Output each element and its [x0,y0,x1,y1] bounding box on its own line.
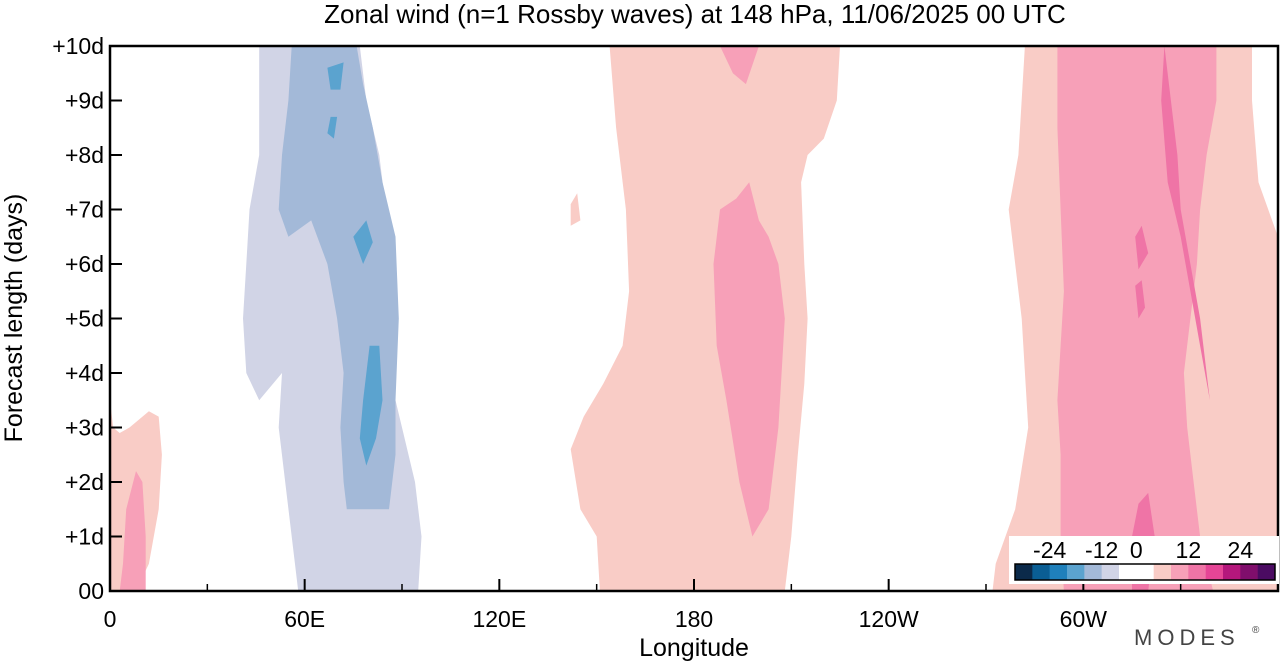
y-tick-label: +8d [65,142,104,168]
colorbar-swatch [1032,564,1050,580]
colorbar-swatch [1223,564,1241,580]
brand-name: MODES [1134,625,1240,650]
colorbar-swatch [1136,564,1154,580]
y-tick-label: +3d [65,415,104,441]
y-tick-label: +4d [65,360,104,386]
y-tick-label: +9d [65,88,104,114]
x-axis-label: Longitude [639,634,749,662]
chart-title: Zonal wind (n=1 Rossby waves) at 148 hPa… [324,0,1066,29]
y-tick-label: +5d [65,306,104,332]
y-tick-label: +6d [65,251,104,277]
colorbar-swatch [1240,564,1258,580]
colorbar-swatch [1119,564,1137,580]
contour-region-westerly-1-3 [720,46,759,85]
y-axis-label: Forecast length (days) [0,194,28,443]
y-tick-label: +1d [65,524,104,550]
x-tick-label: 120E [472,606,526,632]
y-tick-label: +7d [65,197,104,223]
colorbar-label: -24 [1033,537,1066,563]
x-tick-label: 60W [1060,606,1108,632]
y-tick-label: +10d [52,33,104,59]
colorbar-frame [1014,563,1276,581]
contour-region-westerly-1-2 [713,182,785,537]
x-axis-ticks: 0 60E 120E 180 120W 60W [104,579,1182,632]
colorbar: -24 -12 0 12 24 [1009,536,1279,584]
y-axis-ticks: 00 +1d +2d +3d +4d +5d +6d +7d +8d +9d +10d [52,33,122,604]
colorbar-label: -12 [1085,537,1118,563]
colorbar-swatch [1188,564,1206,580]
colorbar-swatch [1015,564,1033,580]
contour-region-westerly-1-1 [570,193,581,226]
colorbar-swatch [1084,564,1102,580]
colorbar-label: 0 [1130,537,1143,563]
colorbar-swatch [1153,564,1172,580]
x-tick-label: 0 [104,606,117,632]
colorbar-swatch [1049,564,1068,580]
contour-region-easterly-0-4 [359,345,383,466]
x-tick-label: 180 [675,606,713,632]
colorbar-swatch [1171,564,1189,580]
y-tick-label: 00 [78,578,104,604]
x-tick-label: 60E [284,606,325,632]
contour-fills [110,46,1278,591]
contour-region-easterly-3-2 [904,318,915,384]
colorbar-swatch [1205,564,1224,580]
x-tick-label: 120W [859,606,919,632]
contour-region-westerly-4-1 [119,471,146,591]
colorbar-swatch [1067,564,1085,580]
contour-region-westerly-2-3 [1135,225,1149,270]
contour-region-easterly-0-6 [327,62,344,90]
contour-region-westerly-2-2 [1161,46,1210,401]
y-tick-label: +2d [65,469,104,495]
contour-region-easterly-0-7 [327,116,338,139]
brand-logo: MODES ® [1134,625,1260,650]
brand-registered-mark: ® [1252,625,1260,636]
colorbar-swatch [1257,564,1276,580]
colorbar-swatch [1101,564,1120,580]
colorbar-label: 12 [1176,537,1202,563]
contour-region-easterly-3-1 [859,536,886,591]
colorbar-label: 24 [1228,537,1254,563]
contour-region-easterly-0-5 [353,220,373,264]
contour-region-westerly-2-4 [1135,280,1145,319]
